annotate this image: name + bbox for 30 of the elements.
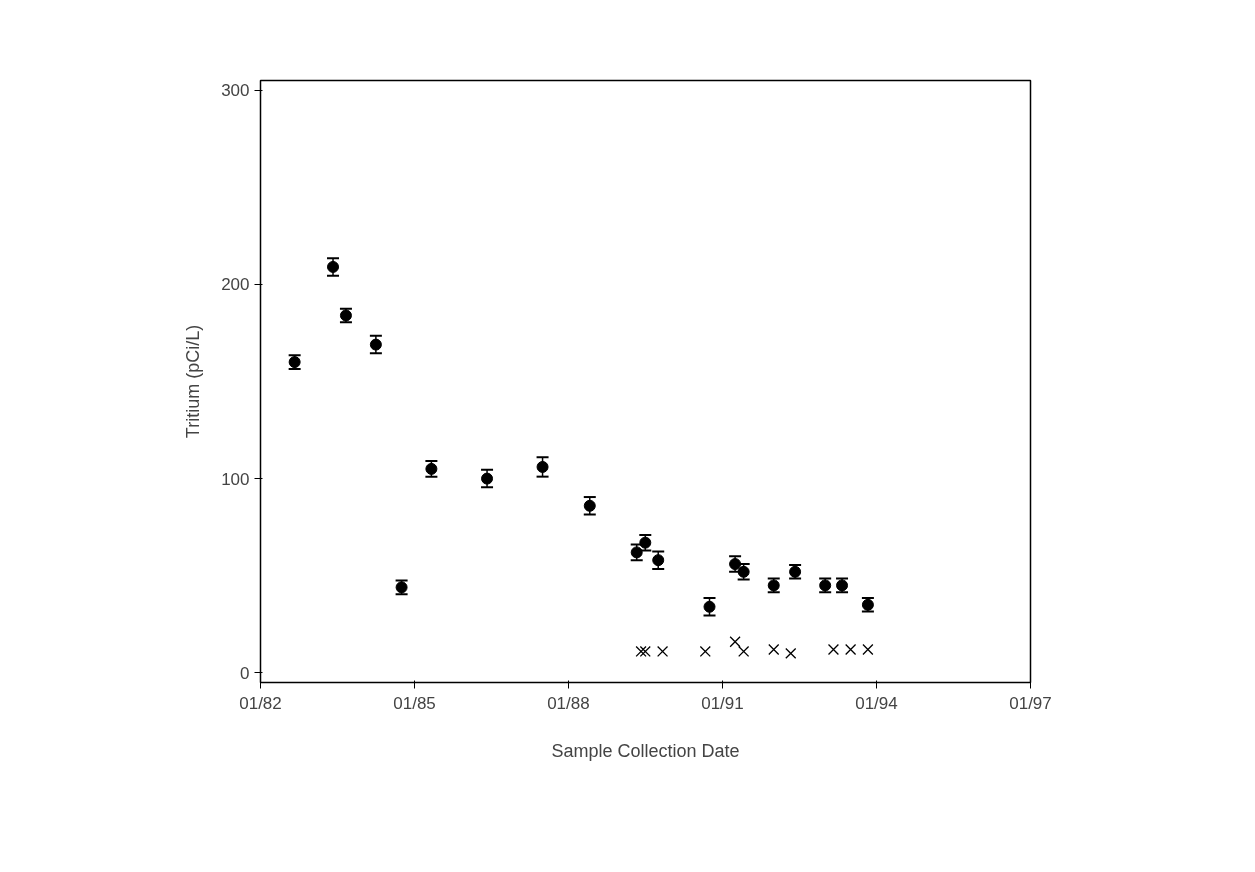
point: [327, 260, 340, 273]
point: [845, 643, 857, 656]
point: [656, 645, 669, 658]
x-tick-label: 01/94: [855, 693, 898, 713]
point: [862, 643, 874, 656]
point: [738, 645, 750, 658]
point: [369, 338, 382, 351]
y-tick-label: 200: [221, 275, 250, 295]
point: [827, 643, 840, 656]
y-tick-label: 300: [221, 81, 250, 101]
y-tick-label: 0: [240, 663, 250, 683]
y-tick-label: 100: [221, 469, 250, 489]
point: [481, 472, 494, 485]
point: [768, 643, 780, 656]
x-tick-label: 01/85: [393, 693, 436, 713]
point: [699, 645, 711, 658]
x-axis-title: Sample Collection Date: [551, 740, 740, 761]
point: [785, 647, 797, 659]
point: [536, 460, 549, 473]
point: [639, 645, 651, 658]
point: [703, 600, 716, 613]
point: [652, 554, 665, 567]
x-tick-label: 01/82: [239, 693, 282, 713]
y-axis-title: Tritium (pCi/L): [183, 324, 204, 439]
point: [635, 645, 647, 658]
x-tick-label: 01/97: [1009, 693, 1052, 713]
x-tick-label: 01/91: [701, 693, 744, 713]
point: [583, 499, 596, 512]
x-tick-label: 01/88: [547, 693, 590, 713]
point: [729, 636, 741, 648]
